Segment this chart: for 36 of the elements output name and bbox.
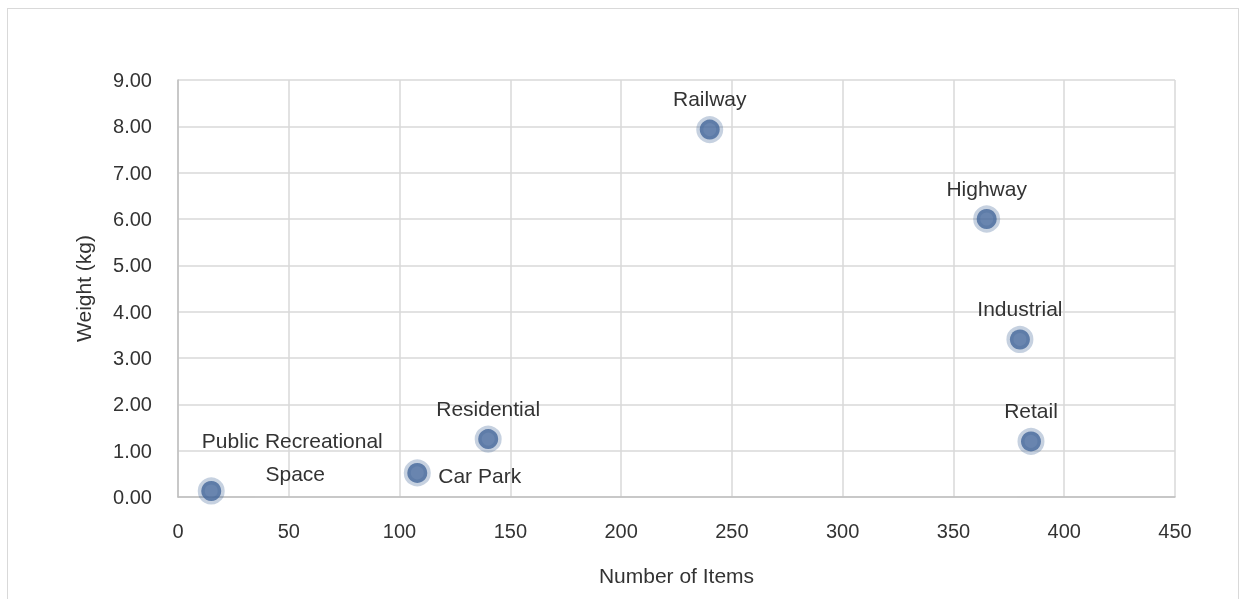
x-axis-title: Number of Items: [598, 564, 755, 587]
annotation: Public Recreational Space: [201, 428, 389, 485]
x-tick-label: 250: [715, 520, 749, 542]
point: [973, 205, 1001, 233]
point: [1017, 427, 1045, 455]
annotation: Car Park: [438, 464, 522, 488]
y-tick-label: 9.00: [113, 69, 152, 91]
x-tick-label: 400: [1047, 520, 1081, 542]
y-tick-label: 7.00: [113, 161, 152, 184]
y-tick-label: 6.00: [113, 208, 152, 230]
x-tick-label: 200: [604, 520, 638, 542]
x-tick-label: 450: [1158, 520, 1192, 542]
y-tick-label: 5.00: [113, 254, 152, 277]
x-tick-label: 150: [493, 520, 528, 542]
annotation: Highway: [946, 176, 1028, 200]
x-tick-label: 350: [936, 520, 971, 542]
point: [1006, 325, 1034, 353]
point: [474, 425, 502, 453]
annotation: Railway: [672, 87, 747, 111]
y-tick-label: 2.00: [113, 393, 152, 416]
annotation: Industrial: [977, 296, 1063, 320]
annotation: Residential: [436, 396, 541, 420]
y-tick-label: 4.00: [113, 300, 152, 323]
y-tick-label: 3.00: [113, 347, 152, 369]
x-tick-label: 0: [172, 520, 184, 542]
y-tick-label: 1.00: [113, 439, 152, 462]
x-tick-label: 100: [382, 520, 417, 542]
y-axis-title: Weight (kg): [72, 235, 95, 342]
x-tick-label: 300: [825, 520, 860, 542]
y-tick-label: 8.00: [113, 115, 152, 138]
point: [696, 116, 724, 144]
point: [197, 477, 225, 505]
point: [403, 459, 431, 487]
annotation: Retail: [1004, 398, 1058, 422]
x-tick-label: 50: [277, 520, 300, 542]
y-tick-label: 0.00: [113, 486, 152, 508]
